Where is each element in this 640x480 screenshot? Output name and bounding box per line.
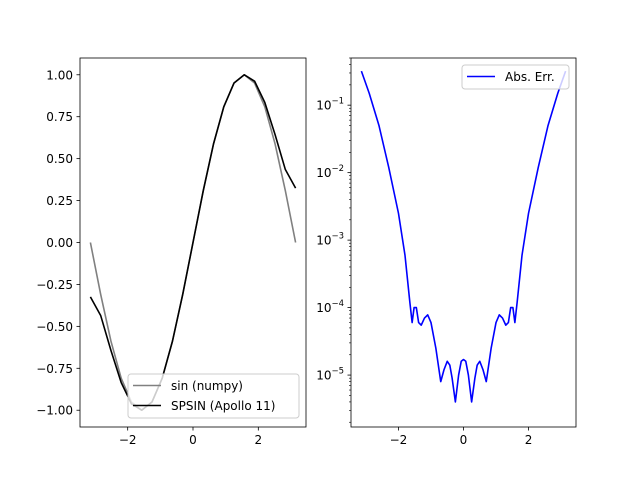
x-tick-label: 2	[525, 433, 533, 447]
x-tick-label: 0	[189, 433, 197, 447]
x-tick-label: 0	[460, 433, 468, 447]
y-tick-label: −1.00	[36, 404, 73, 418]
legend-label: Abs. Err.	[505, 70, 555, 84]
y-tick-label: 0.00	[46, 236, 73, 250]
y-tick-label: 10−5	[316, 367, 344, 383]
y-tick-label: −0.75	[36, 362, 73, 376]
legend: sin (numpy) SPSIN (Apollo 11)	[127, 373, 300, 419]
y-tick-label: 10−4	[316, 299, 344, 315]
legend-label: SPSIN (Apollo 11)	[171, 399, 275, 413]
y-tick-label: 10−2	[316, 164, 344, 180]
y-tick-label: 1.00	[46, 68, 73, 82]
y-tick-label: −0.25	[36, 278, 73, 292]
legend: Abs. Err.	[461, 64, 570, 90]
y-tick-label: 0.25	[46, 194, 73, 208]
x-tick-label: −2	[390, 433, 408, 447]
x-tick-label: −2	[119, 433, 137, 447]
legend-box	[461, 64, 570, 90]
y-tick-label: 0.75	[46, 110, 73, 124]
series-line-spsin-apollo-11	[89, 73, 297, 412]
y-tick-label: 10−3	[316, 232, 344, 248]
x-tick-label: 2	[254, 433, 262, 447]
right-panel-absolute-error: −2 0 2 10−5 10−4 10−3 10−2 10−1 Abs. Err.	[316, 57, 577, 447]
y-tick-label: 10−1	[316, 97, 344, 113]
left-panel-sine-comparison: −2 0 2 −1.00 −0.75 −0.50 −0.25 0.00 0.25 0.50 0.75…	[36, 57, 307, 447]
series-line-abs-err	[360, 70, 567, 403]
legend-label: sin (numpy)	[171, 379, 243, 393]
y-tick-label: 0.50	[46, 152, 73, 166]
legend-box	[127, 373, 300, 419]
y-tick-label: −0.50	[36, 320, 73, 334]
